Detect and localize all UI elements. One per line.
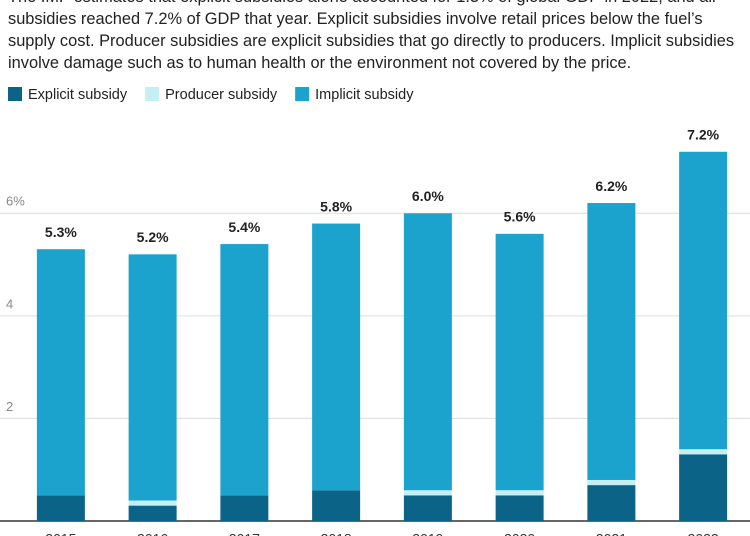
total-label: 5.4% [228, 219, 260, 235]
total-label: 5.8% [320, 198, 352, 214]
bar-segment [128, 500, 177, 506]
bar-segment [679, 454, 728, 521]
legend-label: Implicit subsidy [315, 87, 414, 103]
total-label: 5.6% [504, 209, 536, 225]
bar-segment [495, 233, 544, 491]
bar-segment [587, 479, 636, 486]
bar-segment [312, 490, 361, 521]
bar-segment [679, 151, 728, 450]
bar-segment [403, 213, 452, 491]
x-tick-label: 2019 [412, 531, 443, 536]
y-tick-label: 4 [6, 296, 13, 311]
total-label: 5.2% [137, 229, 169, 245]
x-tick-label: 2022 [688, 531, 719, 536]
total-label: 6.0% [412, 188, 444, 204]
chart-subtitle: The IMF estimates that explicit subsidie… [8, 0, 735, 72]
total-label: 6.2% [595, 178, 627, 194]
bar-segment [312, 223, 361, 491]
legend-swatch [295, 87, 310, 101]
total-label: 5.3% [45, 224, 77, 240]
bar-segment [220, 495, 269, 521]
x-tick-label: 2017 [229, 531, 260, 536]
y-tick-label: 2 [6, 399, 13, 414]
x-tick-label: 2021 [596, 531, 627, 536]
bar-segment [128, 254, 177, 501]
x-tick-label: 2016 [137, 531, 168, 536]
x-tick-label: 2020 [504, 531, 535, 536]
bar-segment [495, 495, 544, 521]
bar-segment [495, 490, 544, 496]
bar-segment [36, 495, 85, 521]
legend-swatch [145, 87, 160, 101]
legend-label: Explicit subsidy [28, 87, 128, 103]
bar-segment [679, 449, 728, 455]
bar-segment [403, 495, 452, 521]
legend-swatch [8, 87, 22, 101]
bar-segment [220, 244, 269, 496]
bar-segment [36, 249, 85, 496]
legend-label: Producer subsidy [165, 87, 278, 103]
bar-segment [403, 490, 452, 496]
bar-segment [587, 485, 636, 521]
y-tick-label: 6% [6, 194, 25, 209]
total-label: 7.2% [687, 126, 719, 142]
bar-segment [587, 203, 636, 480]
x-tick-label: 2015 [45, 531, 76, 536]
bar-segment [128, 505, 177, 521]
x-tick-label: 2018 [321, 531, 352, 536]
